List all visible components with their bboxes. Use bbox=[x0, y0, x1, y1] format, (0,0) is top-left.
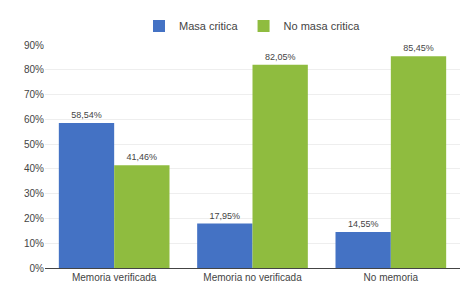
svg-text:85,45%: 85,45% bbox=[403, 43, 434, 53]
svg-text:70%: 70% bbox=[24, 89, 44, 100]
svg-text:Masa critica: Masa critica bbox=[179, 20, 239, 32]
svg-text:Memoria verificada: Memoria verificada bbox=[72, 272, 157, 283]
svg-text:90%: 90% bbox=[24, 40, 44, 51]
svg-text:80%: 80% bbox=[24, 64, 44, 75]
svg-text:40%: 40% bbox=[24, 163, 44, 174]
svg-text:58,54%: 58,54% bbox=[71, 110, 102, 120]
svg-text:No memoria: No memoria bbox=[364, 272, 419, 283]
svg-text:30%: 30% bbox=[24, 188, 44, 199]
svg-text:20%: 20% bbox=[24, 213, 44, 224]
svg-text:17,95%: 17,95% bbox=[210, 211, 241, 221]
svg-text:50%: 50% bbox=[24, 139, 44, 150]
svg-text:0%: 0% bbox=[30, 263, 45, 274]
svg-text:41,46%: 41,46% bbox=[127, 152, 158, 162]
svg-text:60%: 60% bbox=[24, 114, 44, 125]
svg-text:82,05%: 82,05% bbox=[265, 52, 296, 62]
svg-text:10%: 10% bbox=[24, 238, 44, 249]
svg-text:No masa critica: No masa critica bbox=[284, 20, 361, 32]
svg-text:Memoria no verificada: Memoria no verificada bbox=[203, 272, 302, 283]
svg-text:14,55%: 14,55% bbox=[348, 219, 379, 229]
